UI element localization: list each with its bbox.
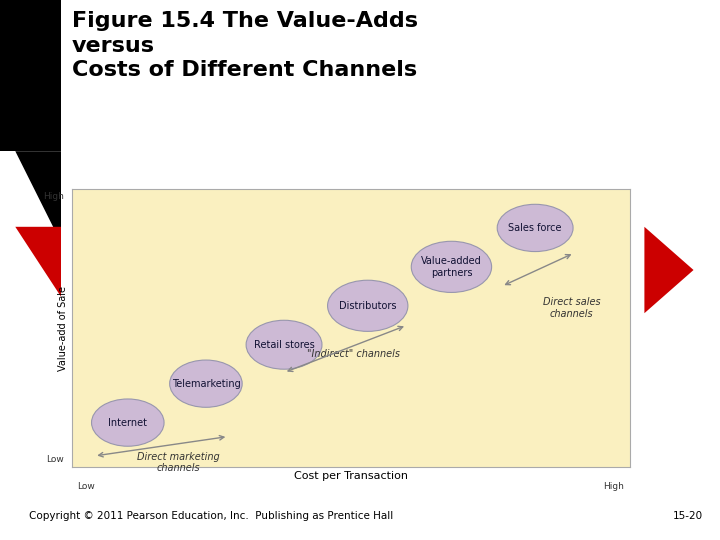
Ellipse shape — [498, 204, 573, 252]
Ellipse shape — [411, 241, 492, 293]
Text: 15-20: 15-20 — [673, 511, 703, 521]
Text: Retail stores: Retail stores — [253, 340, 315, 350]
Polygon shape — [0, 0, 61, 151]
Ellipse shape — [328, 280, 408, 332]
Text: Sales force: Sales force — [508, 223, 562, 233]
Polygon shape — [15, 227, 61, 297]
Text: Copyright © 2011 Pearson Education, Inc.  Publishing as Prentice Hall: Copyright © 2011 Pearson Education, Inc.… — [29, 511, 393, 521]
Text: High: High — [603, 482, 624, 491]
Polygon shape — [15, 151, 61, 243]
Text: Telemarketing: Telemarketing — [171, 379, 240, 389]
Text: Value-added
partners: Value-added partners — [421, 256, 482, 278]
Text: Low: Low — [46, 455, 63, 464]
Text: Direct sales
channels: Direct sales channels — [543, 298, 600, 319]
Ellipse shape — [91, 399, 164, 446]
Text: Distributors: Distributors — [339, 301, 397, 311]
Text: Low: Low — [78, 482, 95, 491]
Text: Figure 15.4 The Value-Adds
versus
Costs of Different Channels: Figure 15.4 The Value-Adds versus Costs … — [72, 11, 418, 80]
Text: "Indirect" channels: "Indirect" channels — [307, 349, 400, 360]
X-axis label: Cost per Transaction: Cost per Transaction — [294, 471, 408, 481]
Text: Internet: Internet — [108, 417, 148, 428]
Ellipse shape — [170, 360, 242, 407]
Text: High: High — [42, 192, 63, 201]
Y-axis label: Value-add of Sale: Value-add of Sale — [58, 286, 68, 370]
Text: Direct marketing
channels: Direct marketing channels — [137, 452, 220, 474]
Polygon shape — [644, 227, 693, 313]
Ellipse shape — [246, 320, 322, 369]
